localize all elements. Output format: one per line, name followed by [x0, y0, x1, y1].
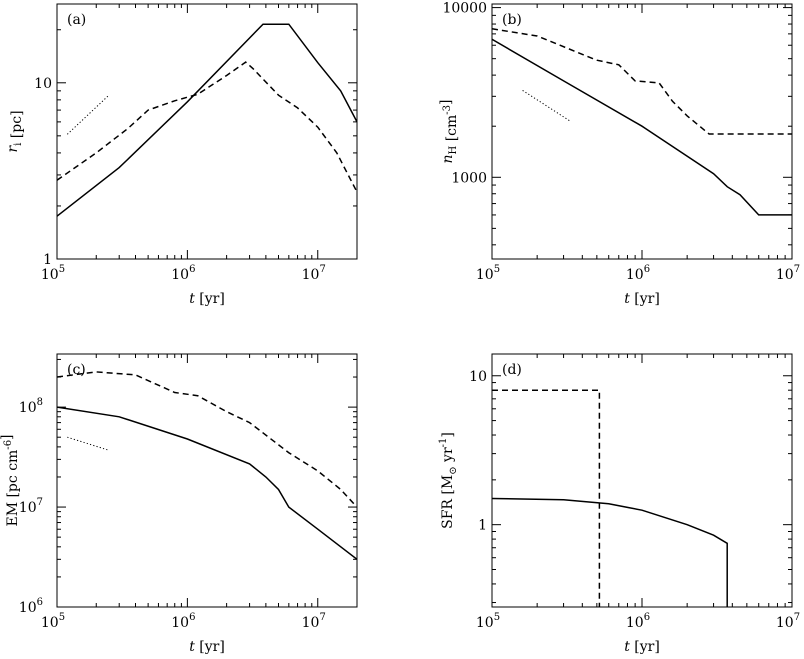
series-dotted — [67, 436, 110, 451]
x-tick-label: 106 — [626, 612, 650, 631]
x-tick-label: 106 — [171, 612, 195, 631]
series-solid — [492, 38, 792, 216]
x-tick-label: 105 — [41, 612, 65, 631]
panel-label: (a) — [67, 12, 86, 28]
series-dashed — [57, 61, 357, 193]
series-dotted — [522, 89, 571, 122]
x-axis-label: t [yr] — [189, 639, 225, 655]
y-tick-label: 10 — [469, 369, 487, 385]
y-tick-label: 108 — [19, 397, 43, 416]
plot-frame — [56, 353, 358, 608]
series-solid — [57, 23, 357, 217]
x-axis-label: t [yr] — [189, 291, 225, 307]
y-axis-label: nH [cm-3] — [438, 99, 460, 163]
x-tick-label: 105 — [476, 612, 500, 631]
y-tick-label: 10000 — [442, 1, 487, 17]
panel-3: 105 106 107 1 10 t [yr] SFR [M⊙ yr-1] (d) — [438, 353, 800, 655]
panel-1: 105 106 107 1000 10000 t [yr] nH [cm-3] (b) — [438, 1, 800, 307]
x-tick-label: 106 — [626, 264, 650, 283]
x-tick-label: 107 — [302, 612, 326, 631]
panel-label: (b) — [502, 12, 522, 28]
x-axis-label: t [yr] — [624, 291, 660, 307]
y-tick-label: 1 — [478, 518, 487, 534]
y-tick-label: 1 — [43, 252, 52, 268]
y-tick-label: 1000 — [451, 170, 487, 186]
y-axis-label: SFR [M⊙ yr-1] — [438, 432, 459, 529]
y-tick-label: 106 — [19, 597, 43, 616]
x-tick-label: 107 — [776, 612, 800, 631]
plot-frame — [491, 3, 793, 260]
series-solid — [57, 406, 357, 560]
x-tick-label: 107 — [776, 264, 800, 283]
plot-frame — [56, 3, 358, 260]
panel-label: (d) — [502, 362, 522, 378]
series-dotted — [66, 94, 110, 135]
series-dashed — [492, 389, 601, 607]
x-tick-label: 105 — [41, 264, 65, 283]
y-tick-label: 10 — [34, 76, 52, 92]
x-tick-label: 106 — [171, 264, 195, 283]
series-dashed — [57, 371, 357, 508]
y-tick-label: 107 — [19, 497, 43, 516]
series-solid — [492, 497, 728, 607]
x-tick-label: 105 — [476, 264, 500, 283]
y-axis-label: ri [pc] — [5, 110, 25, 152]
y-axis-label: EM [pc cm-6] — [0, 434, 21, 526]
plot-frame — [491, 353, 793, 608]
panel-0: 105 106 107 1 10 t [yr] ri [pc] (a) — [5, 3, 358, 307]
x-axis-label: t [yr] — [624, 639, 660, 655]
series-dashed — [492, 28, 792, 135]
x-tick-label: 107 — [302, 264, 326, 283]
